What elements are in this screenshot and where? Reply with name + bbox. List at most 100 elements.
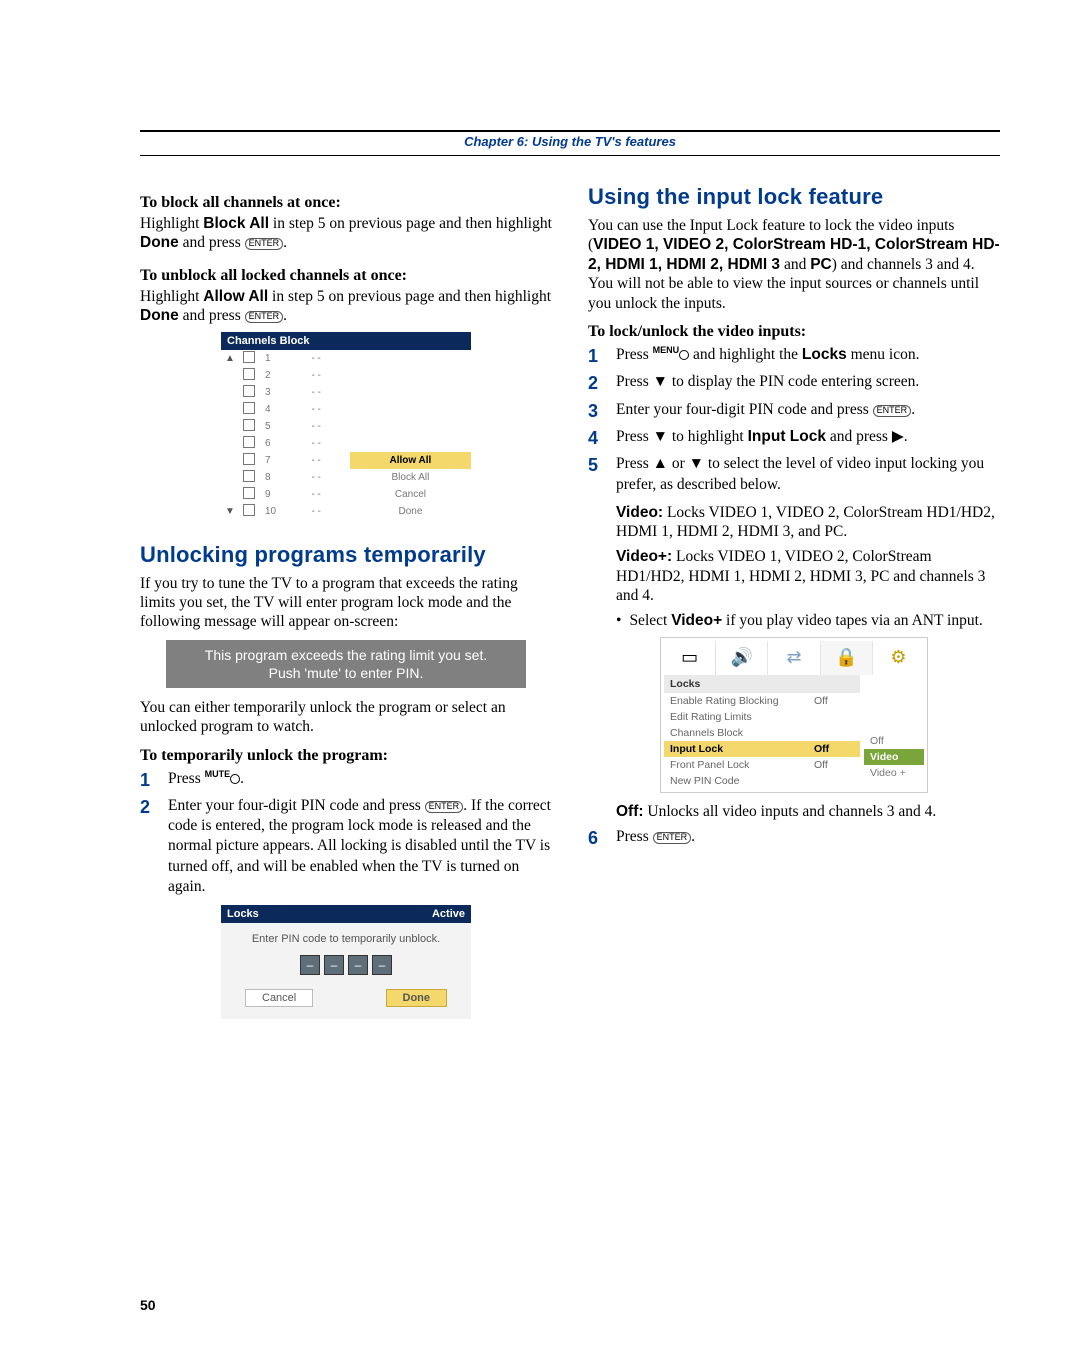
right-column: Using the input lock feature You can use…: [588, 184, 1000, 1019]
text: and highlight the: [689, 346, 802, 363]
audio-icon[interactable]: 🔊: [716, 641, 768, 675]
page-number: 50: [140, 1297, 156, 1313]
menu-row-label[interactable]: Enable Rating Blocking: [670, 695, 814, 707]
ch-num: 4: [261, 401, 307, 418]
rating-limit-message: This program exceeds the rating limit yo…: [166, 640, 526, 688]
done-button[interactable]: Done: [386, 989, 448, 1007]
pin-slot[interactable]: [372, 955, 392, 975]
text: in step 5 on previous page and then high…: [269, 215, 552, 232]
bold-text: Off:: [616, 803, 644, 820]
enter-icon: ENTER: [245, 238, 284, 250]
menu-row-value: Off: [814, 759, 854, 771]
ch-num: 6: [261, 435, 307, 452]
block-all-option[interactable]: Block All: [350, 469, 471, 486]
locks-section-label: Locks: [664, 675, 860, 693]
bold-text: Block All: [203, 215, 269, 232]
bold-text: Video+: [671, 612, 722, 629]
button-ring-icon: [230, 774, 240, 784]
text: Unlocks all video inputs and channels 3 …: [644, 803, 937, 820]
pin-slot[interactable]: [300, 955, 320, 975]
option-video-plus[interactable]: Video +: [864, 765, 924, 781]
done-option[interactable]: Done: [350, 503, 471, 520]
allow-all-option[interactable]: Allow All: [350, 452, 471, 469]
pin-slot[interactable]: [324, 955, 344, 975]
step-number: 4: [588, 427, 606, 450]
text: Locks VIDEO 1, VIDEO 2, ColorStream HD1/…: [616, 548, 985, 604]
pin-title-left: Locks: [227, 908, 259, 920]
top-rule: [140, 130, 1000, 132]
menu-row-label[interactable]: Input Lock: [670, 743, 814, 755]
input-lock-intro: You can use the Input Lock feature to lo…: [588, 216, 1000, 313]
unblock-heading: To unblock all locked channels at once:: [140, 267, 552, 285]
text: and press: [179, 307, 245, 324]
temp-unlock-heading: To temporarily unlock the program:: [140, 747, 552, 765]
unlock-programs-heading: Unlocking programs temporarily: [140, 542, 552, 568]
ch-num: 7: [261, 452, 307, 469]
step-body: Press ▲ or ▼ to select the level of vide…: [616, 454, 1000, 494]
lock-icon[interactable]: 🔒: [821, 641, 873, 675]
menu-row-label[interactable]: New PIN Code: [670, 775, 814, 787]
picture-icon[interactable]: ▭: [664, 641, 716, 675]
menu-row-label[interactable]: Edit Rating Limits: [670, 711, 814, 723]
video-desc: Video: Locks VIDEO 1, VIDEO 2, ColorStre…: [616, 503, 1000, 606]
bold-text: Video:: [616, 504, 663, 521]
msg-line: This program exceeds the rating limit yo…: [176, 646, 516, 664]
ch-num: 5: [261, 418, 307, 435]
text: Locks VIDEO 1, VIDEO 2, ColorStream HD1/…: [616, 504, 995, 540]
msg-line: Push 'mute' to enter PIN.: [176, 664, 516, 682]
step-body: Press MENU and highlight the Locks menu …: [616, 345, 1000, 368]
text: and: [780, 256, 810, 273]
block-all-heading: To block all channels at once:: [140, 194, 552, 212]
step-body: Press ENTER.: [616, 827, 1000, 850]
ch-num: 9: [261, 486, 307, 503]
text: if you play video tapes via an ANT input…: [722, 612, 983, 629]
pin-entry-widget: Locks Active Enter PIN code to temporari…: [221, 905, 471, 1019]
apps-icon[interactable]: ⇄: [768, 641, 820, 675]
mute-label: MUTE: [205, 769, 231, 779]
step-number: 3: [588, 400, 606, 423]
step-body: Press ▼ to highlight Input Lock and pres…: [616, 427, 1000, 450]
ch-num: 10: [261, 503, 307, 520]
bold-text: Allow All: [203, 288, 268, 305]
step-body: Press ▼ to display the PIN code entering…: [616, 372, 1000, 395]
cancel-option[interactable]: Cancel: [350, 486, 471, 503]
pin-titlebar: Locks Active: [221, 905, 471, 923]
text: Enter your four-digit PIN code and press: [616, 401, 873, 418]
step-number: 2: [140, 796, 158, 897]
setup-icon[interactable]: ⚙: [873, 641, 924, 675]
menu-row-label[interactable]: Channels Block: [670, 727, 814, 739]
bold-text: Done: [140, 234, 179, 251]
step-body: Enter your four-digit PIN code and press…: [168, 796, 552, 897]
text: and press ▶.: [826, 428, 908, 445]
enter-icon: ENTER: [873, 405, 912, 417]
unblock-paragraph: Highlight Allow All in step 5 on previou…: [140, 287, 552, 326]
video-plus-bullet: • Select Video+ if you play video tapes …: [616, 612, 1000, 630]
text: Press ▲ or ▼ to select the level of vide…: [616, 455, 984, 492]
input-lock-steps: 1 Press MENU and highlight the Locks men…: [588, 345, 1000, 495]
step-body: Press MUTE.: [168, 769, 552, 792]
step-number: 5: [588, 454, 606, 494]
pin-body: Enter PIN code to temporarily unblock. C…: [221, 923, 471, 1019]
page: Chapter 6: Using the TV's features To bl…: [0, 0, 1080, 1349]
unlock-paragraph-2: You can either temporarily unlock the pr…: [140, 698, 552, 737]
text: Press: [616, 346, 653, 363]
step-number: 2: [588, 372, 606, 395]
option-video[interactable]: Video: [864, 749, 924, 765]
block-all-paragraph: Highlight Block All in step 5 on previou…: [140, 214, 552, 253]
ch-num: 3: [261, 384, 307, 401]
menu-row-label[interactable]: Front Panel Lock: [670, 759, 814, 771]
bold-text: PC: [810, 256, 832, 273]
pin-slot[interactable]: [348, 955, 368, 975]
text: Highlight: [140, 288, 203, 305]
menu-icon-row: ▭ 🔊 ⇄ 🔒 ⚙: [664, 641, 924, 675]
bold-text: Done: [140, 307, 179, 324]
chapter-header: Chapter 6: Using the TV's features: [140, 134, 1000, 156]
pin-slots: [231, 955, 461, 975]
bold-text: Video+:: [616, 548, 672, 565]
enter-icon: ENTER: [425, 801, 464, 813]
text: Press ▼ to highlight: [616, 428, 748, 445]
left-column: To block all channels at once: Highlight…: [140, 184, 552, 1019]
cancelelves-button[interactable]: Cancel: [245, 989, 313, 1007]
enter-icon: ENTER: [245, 311, 284, 323]
option-off[interactable]: Off: [864, 733, 924, 749]
